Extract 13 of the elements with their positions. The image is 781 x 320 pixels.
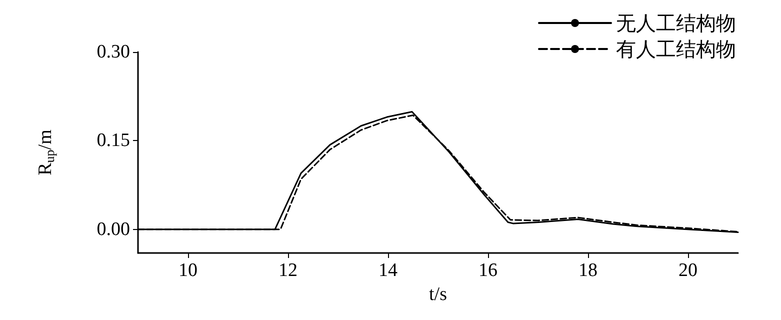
legend-label: 无人工结构物 [616,11,736,35]
x-tick-label: 10 [178,260,198,281]
legend-label: 有人工结构物 [616,37,736,61]
x-tick-label: 14 [378,260,398,281]
x-tick-label: 16 [478,260,498,281]
x-axis-title: t/s [429,284,447,305]
x-tick-label: 18 [578,260,598,281]
y-tick-label: 0.00 [96,218,130,240]
x-tick-label: 12 [278,260,298,281]
y-axis-title: Rup/m [35,129,57,176]
y-tick-label: 0.30 [96,42,130,62]
x-tick-label: 20 [678,260,698,281]
y-tick-label: 0.15 [96,130,130,152]
